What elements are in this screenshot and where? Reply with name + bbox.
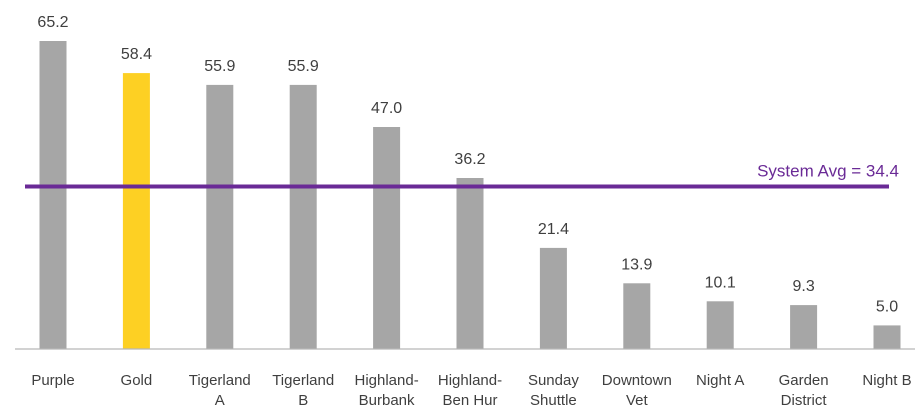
category-label: Highland- Ben Hur	[438, 372, 502, 409]
bar-value-label: 5.0	[876, 298, 898, 315]
system-average-label: System Avg = 34.4	[757, 162, 899, 181]
bar-value-label: 9.3	[792, 278, 814, 295]
category-label: Gold	[121, 372, 153, 389]
category-label-line: Highland-	[438, 372, 502, 389]
bar	[623, 283, 651, 349]
category-label: Tigerland B	[272, 372, 334, 409]
category-label-line: Garden	[779, 372, 829, 389]
category-label-line: Vet	[626, 392, 649, 409]
category-label-line: Gold	[121, 372, 153, 389]
category-label-line: Burbank	[359, 392, 415, 409]
category-label-line: District	[781, 392, 828, 409]
category-label: Sunday Shuttle	[528, 372, 579, 409]
category-label-line: A	[215, 392, 225, 409]
category-label: Purple	[31, 372, 74, 389]
category-label-line: Tigerland	[189, 372, 251, 389]
category-label: Night B	[862, 372, 911, 389]
bar	[456, 178, 484, 349]
bar	[706, 301, 734, 349]
category-label-line: B	[298, 392, 308, 409]
category-label: Tigerland A	[189, 372, 251, 409]
category-label-line: Shuttle	[530, 392, 577, 409]
bar	[539, 247, 567, 349]
bar-value-label: 58.4	[121, 46, 152, 63]
category-label-line: Highland-	[354, 372, 418, 389]
bar	[373, 127, 401, 349]
category-label-line: Sunday	[528, 372, 579, 389]
bar-value-label: 55.9	[288, 58, 319, 75]
bar	[790, 305, 818, 349]
category-label-line: Purple	[31, 372, 74, 389]
bar-value-label: 65.2	[37, 14, 68, 31]
bar-value-label: 36.2	[454, 151, 485, 168]
category-label-line: Downtown	[602, 372, 672, 389]
category-label: Downtown Vet	[602, 372, 672, 409]
bar	[289, 84, 317, 350]
category-label: Garden District	[779, 372, 829, 409]
category-label: Highland- Burbank	[354, 372, 418, 409]
category-labels-group: Purple Gold Tigerland A Tigerland B Highland- B…	[31, 372, 911, 409]
category-label-line: Night B	[862, 372, 911, 389]
bar	[122, 73, 150, 349]
bar-value-label: 10.1	[705, 274, 736, 291]
category-label-line: Night A	[696, 372, 744, 389]
category-label-line: Ben Hur	[442, 392, 497, 409]
bar-value-label: 47.0	[371, 100, 402, 117]
bar	[873, 325, 901, 349]
category-label-line: Tigerland	[272, 372, 334, 389]
bar-value-label: 55.9	[204, 58, 235, 75]
value-labels-group: 65.2 58.4 55.9 55.9 47.0 36.2 21.4 13.9 10.1 9.3 5…	[37, 14, 898, 315]
bar-value-label: 13.9	[621, 256, 652, 273]
bar-value-label: 21.4	[538, 221, 569, 238]
bars-group	[39, 41, 901, 350]
category-label: Night A	[696, 372, 744, 389]
bar	[206, 84, 234, 350]
bar	[39, 41, 67, 349]
